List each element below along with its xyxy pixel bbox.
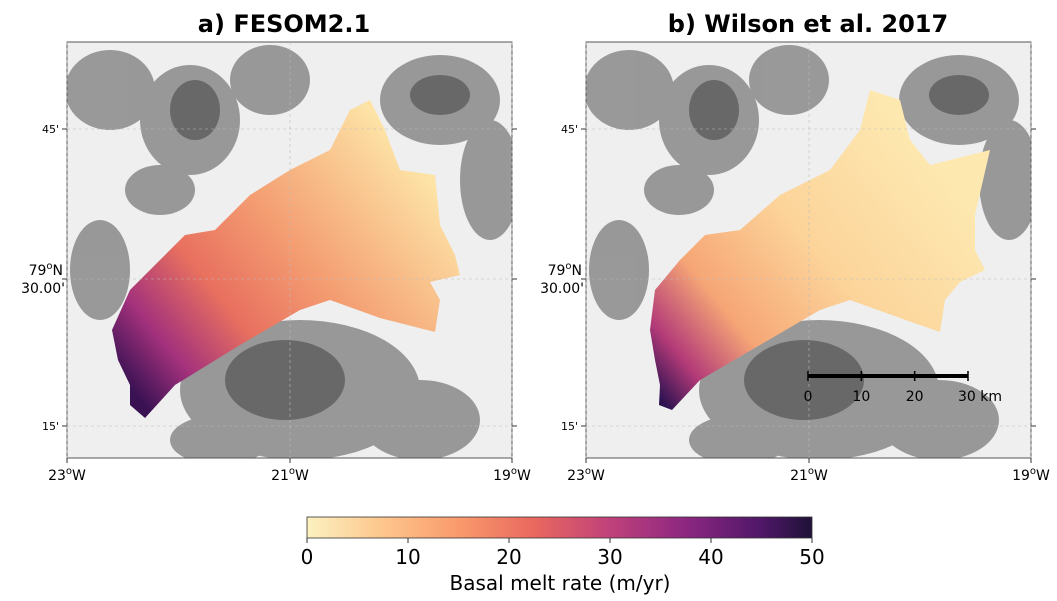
label-part: 79 [29, 263, 47, 279]
label-part: o [808, 466, 814, 477]
melt-field [650, 90, 990, 410]
map-panel [586, 42, 1031, 458]
label-part: o [66, 466, 72, 477]
label-part: o [46, 261, 52, 272]
label-part: o [585, 466, 591, 477]
lon-label: 23oW [567, 466, 605, 484]
lat-label: 45' [561, 123, 578, 136]
colorbar-tick-label: 50 [799, 545, 824, 569]
label-part: W [295, 468, 309, 484]
label-part: W [517, 468, 531, 484]
colorbar-tick-label: 40 [698, 545, 723, 569]
lat-label: 45' [42, 123, 59, 136]
map-panel [67, 42, 512, 458]
label-part: 21 [790, 468, 808, 484]
lon-label: 19oW [493, 466, 531, 484]
label-part: W [814, 468, 828, 484]
label-part: 19 [1012, 468, 1030, 484]
scale-label: 0 [804, 389, 813, 405]
label-part: 79 [548, 263, 566, 279]
lon-label: 21oW [271, 466, 309, 484]
colorbar [306, 516, 813, 539]
lat-label: 30.00' [540, 281, 584, 297]
label-part: W [72, 468, 86, 484]
colorbar-tick-label: 0 [301, 545, 314, 569]
lat-label: 15' [561, 420, 578, 433]
label-part: o [565, 261, 571, 272]
label-part: W [591, 468, 605, 484]
colorbar-tick-label: 20 [496, 545, 521, 569]
lat-label: 15' [42, 420, 59, 433]
lat-label: 79oN [548, 261, 582, 279]
label-part: W [1036, 468, 1050, 484]
melt-field [112, 100, 460, 418]
lon-label: 23oW [48, 466, 86, 484]
scale-label: 10 [852, 389, 870, 405]
panel-title: b) Wilson et al. 2017 [668, 10, 948, 38]
terrain-dark [689, 75, 989, 420]
label-part: o [289, 466, 295, 477]
terrain-dark [170, 75, 470, 420]
lat-label: 79oN [29, 261, 63, 279]
colorbar-tick-label: 10 [395, 545, 420, 569]
colorbar-tick-label: 30 [597, 545, 622, 569]
label-part: N [572, 263, 582, 279]
label-part: 23 [567, 468, 585, 484]
label-part: 21 [271, 468, 289, 484]
lat-label: 30.00' [21, 281, 65, 297]
label-part: 23 [48, 468, 66, 484]
label-part: N [53, 263, 63, 279]
lon-label: 19oW [1012, 466, 1050, 484]
panel-title: a) FESOM2.1 [198, 10, 370, 38]
colorbar-label: Basal melt rate (m/yr) [450, 571, 671, 595]
label-part: 19 [493, 468, 511, 484]
scale-label: 20 [906, 389, 924, 405]
scale-label: 30 km [958, 389, 1002, 405]
label-part: o [511, 466, 517, 477]
label-part: o [1030, 466, 1036, 477]
lon-label: 21oW [790, 466, 828, 484]
